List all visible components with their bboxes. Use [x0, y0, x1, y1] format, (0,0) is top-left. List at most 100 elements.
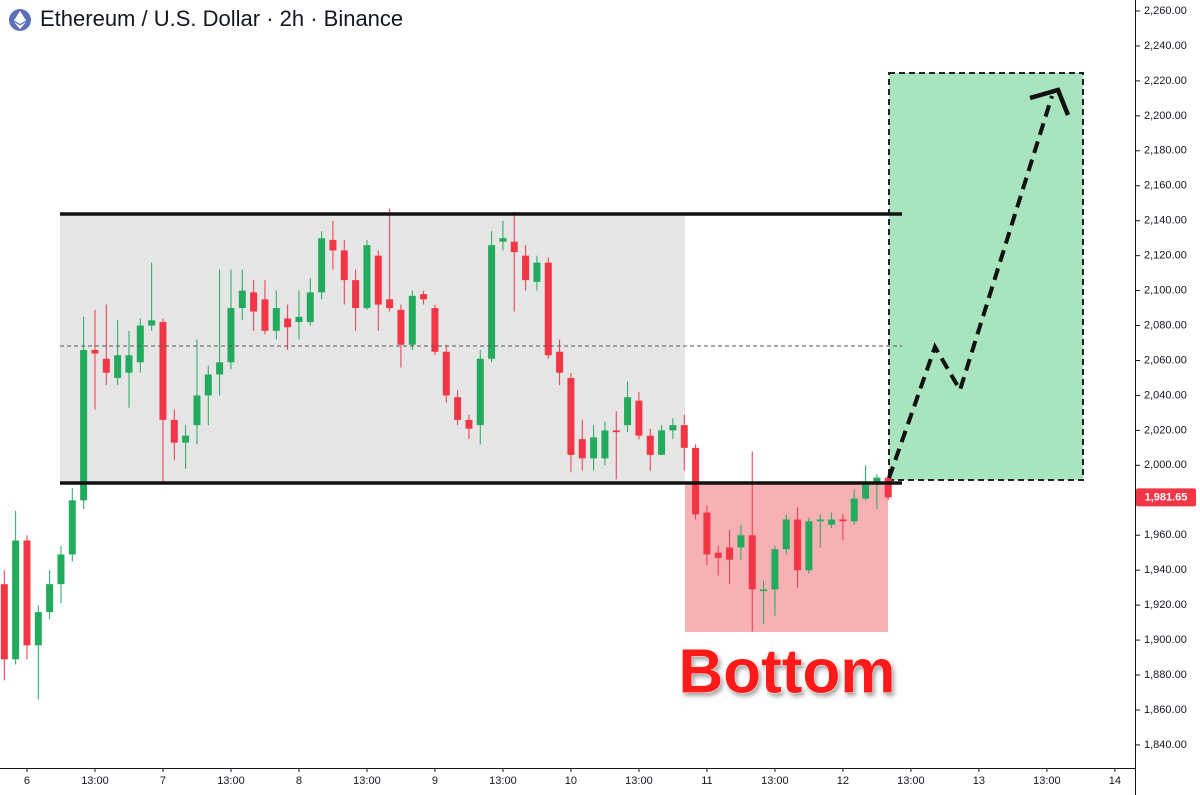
candle-body — [635, 400, 643, 436]
candle-body — [68, 500, 76, 555]
candle-body — [125, 355, 133, 373]
candle-body — [57, 554, 65, 585]
x-tick-label: 13:00 — [761, 775, 789, 787]
candle-body — [578, 439, 586, 459]
candle-body — [680, 425, 688, 448]
y-tick-label: 2,020.00 — [1144, 424, 1187, 436]
candle-body — [272, 308, 280, 331]
y-tick-label: 2,060.00 — [1144, 354, 1187, 366]
y-tick-label: 1,940.00 — [1144, 564, 1187, 576]
x-tick-label: 13 — [973, 775, 985, 787]
candle-body — [646, 435, 654, 455]
candle-body — [692, 447, 700, 515]
y-tick-label: 1,920.00 — [1144, 599, 1187, 611]
candle-body — [816, 519, 824, 522]
candle-body — [91, 350, 99, 354]
candle-body — [250, 292, 258, 312]
candle-body — [318, 238, 326, 293]
candle-body — [397, 309, 405, 345]
candle-body — [193, 395, 201, 426]
candle-body — [295, 316, 303, 323]
candle-body — [46, 584, 54, 613]
price-axis-panel — [1136, 0, 1200, 795]
candle-body — [488, 245, 496, 359]
x-tick-label: 13:00 — [217, 775, 245, 787]
y-tick-label: 2,260.00 — [1144, 5, 1187, 17]
candle-body — [204, 374, 212, 396]
candle-body — [114, 355, 122, 378]
coin-glyph — [14, 11, 26, 29]
x-tick-label: 13:00 — [625, 775, 653, 787]
last-price-tag — [1136, 488, 1196, 507]
last-price-label: 1,981.65 — [1145, 491, 1188, 503]
candle-body — [23, 540, 31, 646]
y-tick-label: 2,180.00 — [1144, 145, 1187, 157]
candle-body — [420, 294, 428, 300]
candle-body — [238, 290, 246, 309]
candle-body — [476, 358, 484, 426]
candle-body — [431, 308, 439, 352]
candle-body — [12, 540, 20, 660]
candle-body — [510, 241, 518, 253]
candle-body — [862, 484, 870, 499]
candle-body — [374, 255, 382, 305]
candle-body — [544, 262, 552, 356]
candle-body — [306, 292, 314, 323]
time-axis-panel — [0, 769, 1136, 795]
y-tick-label: 2,100.00 — [1144, 285, 1187, 297]
candle-body — [159, 322, 167, 420]
candle-body — [148, 320, 156, 326]
candle-body — [0, 584, 8, 660]
y-tick-label: 1,860.00 — [1144, 704, 1187, 716]
x-tick-label: 12 — [837, 775, 849, 787]
candle-body — [782, 519, 790, 550]
candle-body — [261, 299, 269, 331]
x-tick-label: 13:00 — [489, 775, 517, 787]
x-tick-label: 13:00 — [353, 775, 381, 787]
candle-body — [601, 430, 609, 459]
candle-body — [714, 552, 722, 558]
y-tick-label: 2,080.00 — [1144, 319, 1187, 331]
candle-body — [839, 519, 847, 522]
y-tick-label: 2,140.00 — [1144, 215, 1187, 227]
candle-body — [624, 397, 632, 426]
candle-body — [794, 519, 802, 571]
x-tick-label: 8 — [296, 775, 302, 787]
candle-body — [884, 477, 892, 498]
candle-body — [567, 377, 575, 455]
candle-body — [805, 521, 813, 571]
y-tick-label: 2,200.00 — [1144, 110, 1187, 122]
candle-body — [284, 318, 292, 328]
candle-body — [34, 612, 42, 646]
y-tick-label: 1,840.00 — [1144, 739, 1187, 751]
candle-body — [454, 397, 462, 420]
candle-body — [102, 358, 110, 373]
candle-body — [590, 437, 598, 459]
x-tick-label: 9 — [432, 775, 438, 787]
candle-body — [499, 238, 507, 242]
x-tick-label: 10 — [565, 775, 577, 787]
candle-body — [80, 350, 88, 501]
y-tick-label: 1,960.00 — [1144, 529, 1187, 541]
candle-body — [522, 255, 530, 281]
candle-body — [533, 262, 541, 282]
candle-body — [386, 299, 394, 309]
candle-body — [340, 250, 348, 281]
y-tick-label: 1,880.00 — [1144, 669, 1187, 681]
candle-body — [442, 351, 450, 396]
x-tick-label: 11 — [701, 775, 712, 787]
candle-body — [556, 351, 564, 373]
candle-body — [352, 280, 360, 309]
title-backdrop — [0, 0, 450, 40]
candle-body — [136, 325, 144, 363]
candle-body — [363, 245, 371, 309]
candle-body — [737, 535, 745, 548]
candle-body — [170, 419, 178, 443]
x-tick-label: 14 — [1109, 775, 1121, 787]
x-tick-label: 13:00 — [1033, 775, 1061, 787]
candle-body — [216, 362, 224, 375]
y-tick-label: 2,220.00 — [1144, 75, 1187, 87]
candle-body — [703, 512, 711, 555]
candle-body — [669, 425, 677, 431]
